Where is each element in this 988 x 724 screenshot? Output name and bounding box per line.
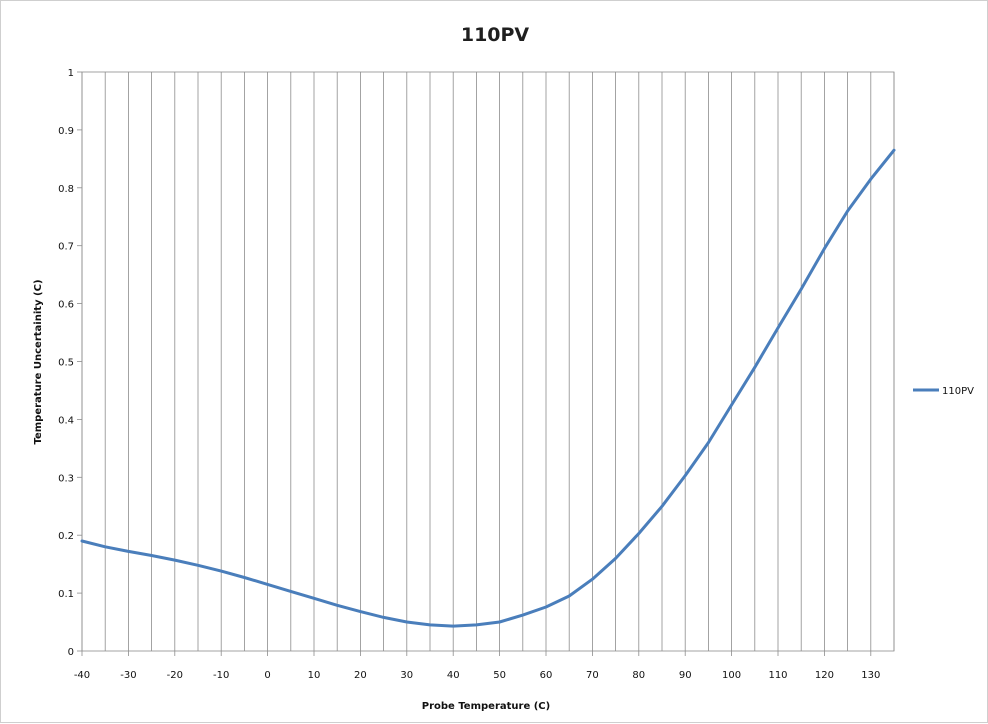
y-axis-ticks: 0 0.1 0.2 0.3 0.4 0.5 0.6 0.7 0.8 0.9 1 — [58, 68, 82, 658]
y-tick-label: 0.7 — [58, 242, 74, 253]
y-tick-label: 0.2 — [58, 531, 74, 542]
x-tick-label: -20 — [167, 670, 183, 681]
series-group — [80, 148, 896, 628]
x-tick-label: 120 — [815, 670, 834, 681]
x-tick-label: 100 — [722, 670, 741, 681]
x-tick-label: 110 — [768, 670, 787, 681]
x-tick-label: 10 — [308, 670, 321, 681]
y-tick-label: 0.4 — [58, 415, 74, 426]
legend: 110PV — [913, 386, 974, 397]
x-tick-label: 50 — [493, 670, 506, 681]
x-tick-label: -10 — [213, 670, 229, 681]
grid-lines — [81, 72, 895, 651]
y-tick-label: 1 — [68, 68, 74, 79]
x-tick-label: 40 — [447, 670, 460, 681]
x-tick-label: 20 — [354, 670, 367, 681]
y-tick-label: 0.3 — [58, 473, 74, 484]
y-tick-label: 0.6 — [58, 300, 74, 311]
chart-title: 110PV — [461, 24, 530, 46]
legend-label: 110PV — [942, 386, 974, 397]
y-tick-label: 0.5 — [58, 358, 74, 369]
y-tick-label: 0.9 — [58, 126, 74, 137]
x-tick-label: 60 — [540, 670, 553, 681]
x-tick-label: 130 — [861, 670, 880, 681]
series-line-110PV — [80, 148, 896, 628]
x-axis-label: Probe Temperature (C) — [422, 701, 550, 712]
x-tick-label: 70 — [586, 670, 599, 681]
x-tick-label: 80 — [632, 670, 645, 681]
x-tick-label: 30 — [400, 670, 413, 681]
x-tick-label: 0 — [264, 670, 270, 681]
y-tick-label: 0 — [68, 647, 74, 658]
y-tick-label: 0.1 — [58, 589, 74, 600]
y-axis-label: Temperature Uncertainity (C) — [33, 279, 44, 444]
x-tick-label: -40 — [74, 670, 90, 681]
x-axis-ticks: -40 -30 -20 -10 0 10 20 30 40 50 60 70 80 90 100 110 120… — [74, 651, 880, 681]
plot-border — [81, 71, 895, 652]
plot-area — [81, 71, 895, 652]
x-tick-label: 90 — [679, 670, 692, 681]
y-tick-label: 0.8 — [58, 184, 74, 195]
x-tick-label: -30 — [120, 670, 136, 681]
